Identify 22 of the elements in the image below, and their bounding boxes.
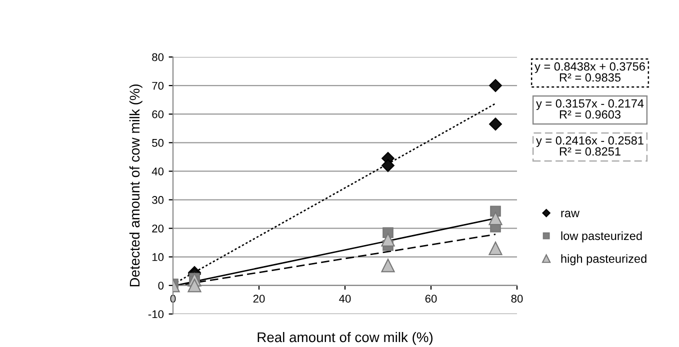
x-axis-title: Real amount of cow milk (%) bbox=[258, 332, 433, 345]
y-tick-label: 0 bbox=[158, 282, 164, 290]
y-tick-label: -10 bbox=[148, 310, 164, 318]
y-tick-label: 60 bbox=[152, 110, 164, 118]
text: y = 0.8438x + 0.3756 R² = 0.9835 bbox=[534, 62, 645, 82]
text: y = 0.3157x - 0.2174 R² = 0.9603 bbox=[536, 99, 644, 119]
x-tick-label: 20 bbox=[253, 294, 265, 303]
y-tick-label: 80 bbox=[152, 53, 164, 62]
x-tick-label: 60 bbox=[425, 294, 437, 303]
y-tick-label: 70 bbox=[152, 82, 164, 90]
legend-label: low pasteurized bbox=[561, 231, 642, 242]
x-tick-label: 80 bbox=[511, 294, 523, 303]
y-tick-label: 50 bbox=[152, 138, 164, 147]
y-tick-label: 30 bbox=[152, 196, 164, 204]
legend-label: raw bbox=[561, 210, 580, 218]
y-tick-label: 10 bbox=[152, 253, 164, 262]
x-tick-label: 40 bbox=[339, 294, 351, 303]
y-tick-label: 20 bbox=[152, 224, 164, 232]
text: y = 0.2416x - 0.2581 R² = 0.8251 bbox=[536, 136, 644, 156]
legend-label: high pasteurized bbox=[561, 254, 646, 266]
y-axis-title: Detected amount of cow milk (%) bbox=[129, 84, 142, 286]
y-tick-label: 40 bbox=[152, 167, 164, 176]
